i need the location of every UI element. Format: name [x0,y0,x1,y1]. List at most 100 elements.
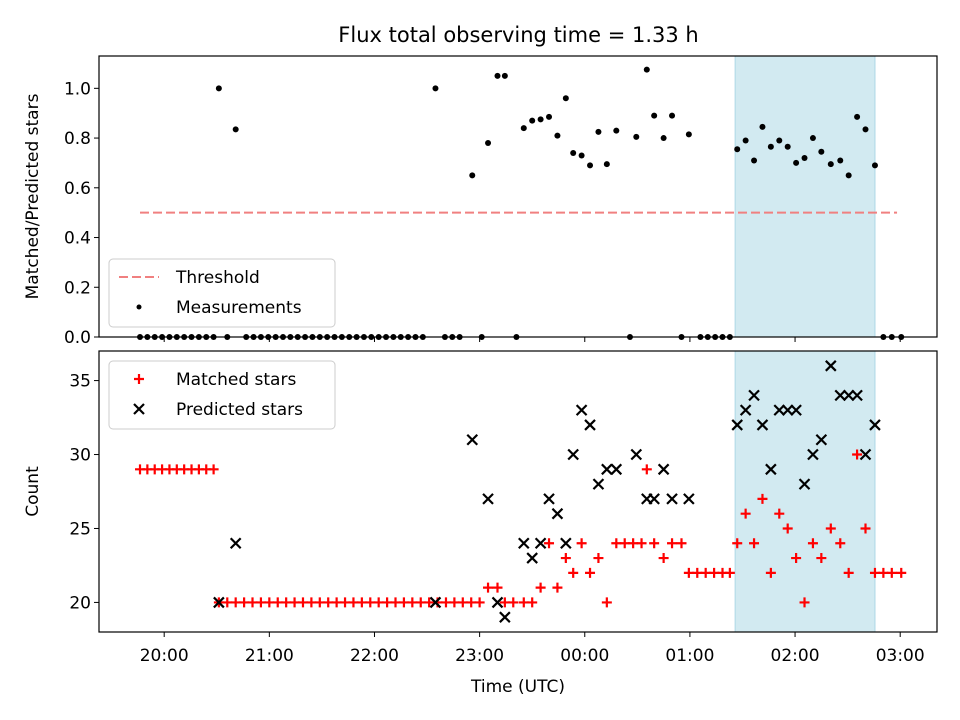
measurement-point [595,128,602,135]
matched-star-point [611,538,622,549]
predicted-star-point [807,448,819,461]
predicted-star-point [229,537,242,550]
measurement-point [685,131,692,138]
y-tick-label: 0.6 [64,179,91,199]
predicted-star-point [560,537,572,550]
measurement-point [818,148,825,155]
x-tick-label: 03:00 [876,646,925,666]
y-axis-label: Matched/Predicted stars [23,93,43,299]
matched-star-point [560,553,571,564]
matched-star-point [365,597,376,608]
measurement-point [845,172,852,179]
y-tick-label: 35 [69,372,91,392]
measurement-point [734,146,741,153]
predicted-star-point [683,493,695,505]
y-tick-label: 0.4 [64,229,91,249]
measurement-point [801,154,808,161]
matched-star-point [878,567,889,578]
matched-star-point [585,567,596,578]
measurement-point [494,72,501,79]
predicted-star-point [869,419,881,431]
matched-star-point [340,597,351,608]
x-tick-label: 02:00 [771,646,820,666]
matched-star-point [499,597,510,608]
matched-star-point [799,597,810,608]
measurement-point [669,112,676,119]
measurement-point [759,123,766,130]
predicted-star-point [466,433,479,446]
predicted-star-point [482,493,494,505]
predicted-star-point [851,389,863,402]
measurement-point [570,149,577,156]
predicted-star-point [499,611,511,623]
predicted-star-point [592,478,605,490]
matched-star-point [373,597,384,608]
chart-title: Flux total observing time = 1.33 h [338,23,698,47]
predicted-star-point [543,493,555,505]
y-tick-label: 0.2 [64,278,91,298]
matched-star-point [297,597,308,608]
matched-star-point [593,553,604,564]
matched-star-point [457,597,468,608]
matched-star-point [568,567,579,578]
predicted-star-point [798,478,811,490]
measurement-point [837,157,844,164]
predicted-star-point [567,448,579,461]
predicted-star-point [648,493,660,505]
matched-star-point [700,567,711,578]
highlight-span [734,55,876,338]
measurement-point [827,161,834,168]
matched-star-point [527,597,538,608]
measurement-point [501,72,508,79]
matched-star-point [649,538,660,549]
matched-star-point [247,597,258,608]
measurement-point [613,127,620,134]
count-panel: 20 25 30 35 20:00 21:00 22:00 23:00 00:00 01:00 02… [23,350,938,697]
predicted-star-point [790,404,802,416]
y-tick-label: 0.0 [64,328,91,348]
matched-star-point [692,567,703,578]
matched-star-point [474,597,485,608]
matched-star-point [230,597,241,608]
matched-star-point [869,567,880,578]
measurement-point [809,135,816,142]
matched-star-point [765,567,776,578]
measurement-point [432,85,439,92]
measurement-point [751,157,758,164]
predicted-star-point [584,419,596,431]
predicted-star-point [815,433,828,446]
measurement-point [784,143,791,150]
y-tick-label: 30 [69,446,91,466]
measurement-point [469,172,476,179]
predicted-star-point [518,537,530,550]
predicted-star-point [657,463,670,476]
matched-star-point [757,493,768,504]
predicted-star-point [739,404,752,416]
matched-star-point [843,567,854,578]
matched-star-point [636,538,647,549]
legend-label: Predicted stars [176,400,303,420]
matched-star-point [601,597,612,608]
matched-star-point [825,523,836,534]
legend-measurement-swatch [136,304,142,310]
legend-label: Threshold [175,268,260,288]
x-tick-label: 22:00 [350,646,399,666]
ratio-panel: 0.0 0.2 0.4 0.6 0.8 1.0 Matched/Predicted star… [23,55,938,348]
matched-star-point [492,582,503,593]
matched-star-point [683,567,694,578]
predicted-star-point [666,493,678,505]
legend-box [108,258,336,328]
legend-label: Measurements [176,298,302,318]
matched-star-point [749,538,760,549]
measurement-point [562,95,569,102]
legend-matched-swatch [134,374,144,384]
predicted-star-point [748,389,760,402]
x-tick-label: 23:00 [455,646,504,666]
measurement-point [529,117,536,124]
matched-star-point [208,464,219,475]
measurement-point [603,161,610,168]
matched-star-point [281,597,292,608]
measurement-point [871,162,878,169]
measurement-point [793,159,800,166]
matched-star-point [619,538,630,549]
